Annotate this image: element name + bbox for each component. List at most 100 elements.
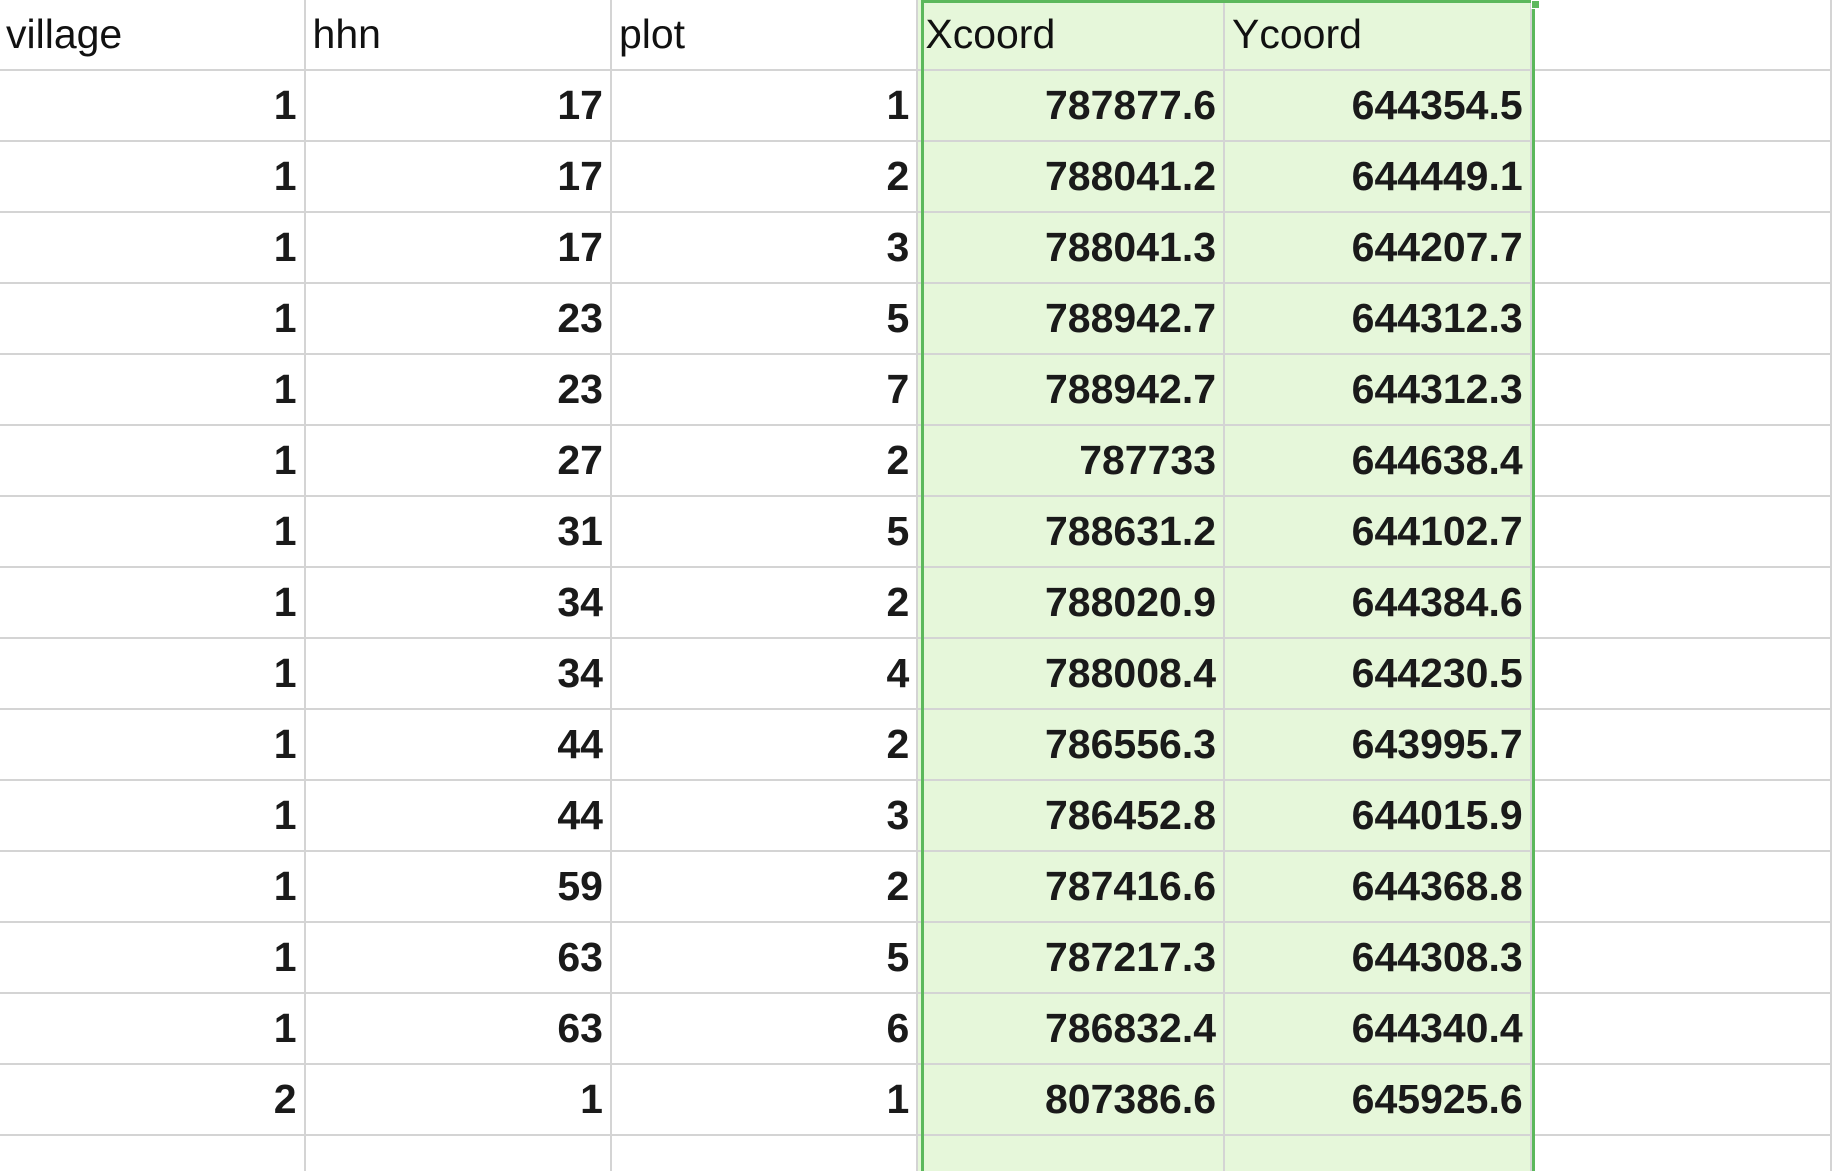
cell-village[interactable]: 1 [0,425,306,497]
cell-hhn[interactable]: 17 [304,141,612,213]
empty-cell[interactable] [1530,780,1833,852]
cell-village[interactable]: 1 [0,922,306,994]
cell-ycoord[interactable]: 644354.5 [1224,70,1532,142]
cell-plot[interactable]: 5 [610,283,919,355]
cell-hhn[interactable]: 44 [304,780,612,852]
cell-xcoord[interactable]: 787416.6 [917,851,1226,923]
empty-cell[interactable] [1530,141,1833,213]
cell-partial[interactable] [0,1135,306,1171]
empty-cell[interactable] [1530,212,1833,284]
cell-ycoord[interactable]: 644340.4 [1224,993,1532,1065]
cell-hhn[interactable]: 34 [304,567,612,639]
cell-hhn[interactable]: 23 [304,283,612,355]
empty-cell[interactable] [1530,709,1833,781]
cell-village[interactable]: 1 [0,354,306,426]
cell-plot[interactable]: 1 [610,70,919,142]
cell-xcoord[interactable]: 788008.4 [917,638,1226,710]
cell-partial[interactable] [1530,1135,1833,1171]
cell-hhn[interactable]: 59 [304,851,612,923]
cell-ycoord[interactable]: 644449.1 [1224,141,1532,213]
empty-cell[interactable] [1530,70,1833,142]
cell-ycoord[interactable]: 644207.7 [1224,212,1532,284]
cell-village[interactable]: 1 [0,638,306,710]
cell-village[interactable]: 2 [0,1064,306,1136]
empty-cell[interactable] [1530,0,1833,71]
cell-xcoord[interactable]: 787217.3 [917,922,1226,994]
cell-hhn[interactable]: 31 [304,496,612,568]
cell-hhn[interactable]: 34 [304,638,612,710]
cell-xcoord[interactable]: 788020.9 [917,567,1226,639]
empty-cell[interactable] [1530,922,1833,994]
cell-plot[interactable]: 2 [610,851,919,923]
cell-xcoord[interactable]: 788041.2 [917,141,1226,213]
cell-xcoord[interactable]: 787877.6 [917,70,1226,142]
cell-xcoord[interactable]: 786832.4 [917,993,1226,1065]
empty-cell[interactable] [1530,496,1833,568]
cell-xcoord[interactable]: 788631.2 [917,496,1226,568]
cell-ycoord[interactable]: 645925.6 [1224,1064,1532,1136]
cell-ycoord[interactable]: 644230.5 [1224,638,1532,710]
cell-village[interactable]: 1 [0,851,306,923]
empty-cell[interactable] [1530,425,1833,497]
cell-ycoord[interactable]: 644312.3 [1224,354,1532,426]
empty-cell[interactable] [1530,851,1833,923]
cell-ycoord[interactable]: 644015.9 [1224,780,1532,852]
cell-ycoord[interactable]: 644312.3 [1224,283,1532,355]
empty-cell[interactable] [1530,638,1833,710]
cell-hhn[interactable]: 63 [304,922,612,994]
cell-xcoord[interactable]: 788942.7 [917,283,1226,355]
cell-village[interactable]: 1 [0,141,306,213]
cell-partial[interactable] [1224,1135,1532,1171]
fill-handle[interactable] [1531,0,1540,9]
cell-partial[interactable] [917,1135,1226,1171]
cell-village[interactable]: 1 [0,283,306,355]
cell-plot[interactable]: 5 [610,922,919,994]
cell-village[interactable]: 1 [0,212,306,284]
cell-plot[interactable]: 1 [610,1064,919,1136]
empty-cell[interactable] [1530,1064,1833,1136]
cell-hhn[interactable]: 63 [304,993,612,1065]
cell-plot[interactable]: 6 [610,993,919,1065]
cell-xcoord[interactable]: 787733 [917,425,1226,497]
cell-plot[interactable]: 7 [610,354,919,426]
cell-ycoord[interactable]: 644368.8 [1224,851,1532,923]
cell-xcoord[interactable]: 788041.3 [917,212,1226,284]
cell-plot[interactable]: 3 [610,780,919,852]
cell-plot[interactable]: 2 [610,567,919,639]
cell-plot[interactable]: 5 [610,496,919,568]
empty-cell[interactable] [1530,354,1833,426]
cell-hhn[interactable]: 23 [304,354,612,426]
cell-ycoord[interactable]: 643995.7 [1224,709,1532,781]
header-cell-ycoord[interactable]: Ycoord [1224,0,1532,71]
cell-partial[interactable] [610,1135,919,1171]
cell-village[interactable]: 1 [0,496,306,568]
cell-plot[interactable]: 3 [610,212,919,284]
cell-ycoord[interactable]: 644638.4 [1224,425,1532,497]
header-cell-plot[interactable]: plot [610,0,919,71]
cell-village[interactable]: 1 [0,70,306,142]
cell-plot[interactable]: 2 [610,141,919,213]
cell-ycoord[interactable]: 644308.3 [1224,922,1532,994]
cell-plot[interactable]: 4 [610,638,919,710]
cell-ycoord[interactable]: 644102.7 [1224,496,1532,568]
cell-hhn[interactable]: 27 [304,425,612,497]
cell-hhn[interactable]: 1 [304,1064,612,1136]
cell-hhn[interactable]: 44 [304,709,612,781]
header-cell-hhn[interactable]: hhn [304,0,612,71]
empty-cell[interactable] [1530,993,1833,1065]
cell-village[interactable]: 1 [0,993,306,1065]
header-cell-village[interactable]: village [0,0,306,71]
cell-xcoord[interactable]: 807386.6 [917,1064,1226,1136]
empty-cell[interactable] [1530,283,1833,355]
cell-xcoord[interactable]: 786556.3 [917,709,1226,781]
cell-partial[interactable] [304,1135,612,1171]
header-cell-xcoord[interactable]: Xcoord [917,0,1226,71]
cell-xcoord[interactable]: 788942.7 [917,354,1226,426]
empty-cell[interactable] [1530,567,1833,639]
cell-ycoord[interactable]: 644384.6 [1224,567,1532,639]
cell-village[interactable]: 1 [0,567,306,639]
cell-plot[interactable]: 2 [610,425,919,497]
cell-plot[interactable]: 2 [610,709,919,781]
cell-hhn[interactable]: 17 [304,70,612,142]
